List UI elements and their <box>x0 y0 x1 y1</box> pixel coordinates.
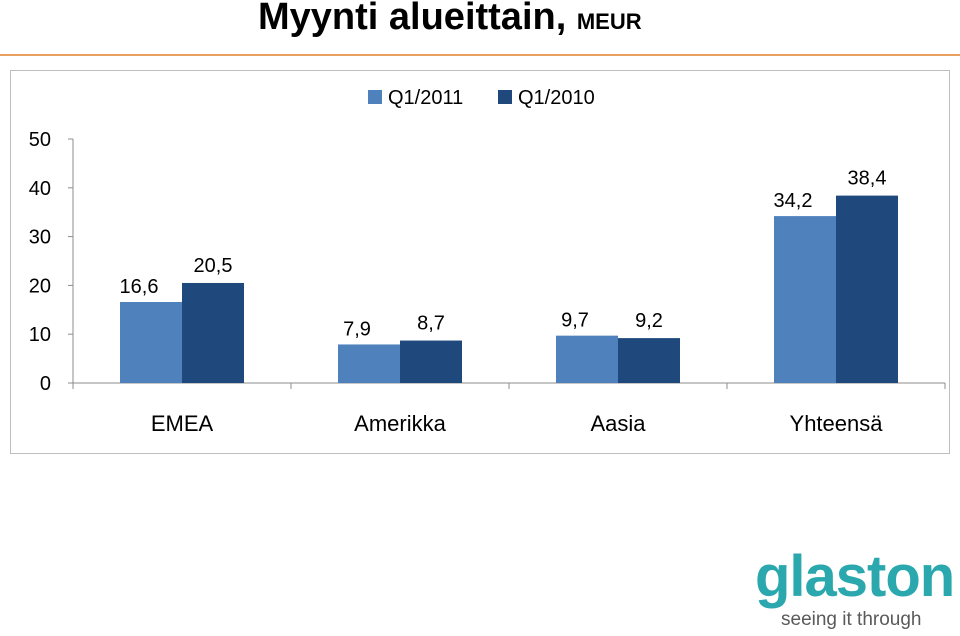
legend-swatch <box>498 90 512 104</box>
chart-frame <box>10 70 950 454</box>
data-label: 34,2 <box>774 190 813 212</box>
data-label: 9,2 <box>635 310 663 332</box>
data-label: 7,9 <box>343 318 371 340</box>
logo-wordmark: glaston <box>755 544 955 609</box>
y-tick-label: 40 <box>29 178 51 200</box>
y-tick-label: 20 <box>29 275 51 297</box>
bar <box>774 216 836 383</box>
data-label: 20,5 <box>194 255 233 277</box>
title-divider <box>0 54 960 56</box>
bar <box>618 338 680 383</box>
logo-tagline: seeing it through <box>781 609 922 630</box>
bar <box>836 195 898 383</box>
x-tick-label: Yhteensä <box>790 411 884 436</box>
x-tick-label: Amerikka <box>354 411 446 436</box>
data-label: 16,6 <box>120 276 159 298</box>
legend-label: Q1/2010 <box>518 87 595 109</box>
legend-swatch <box>368 90 382 104</box>
data-label: 38,4 <box>848 168 887 190</box>
x-tick-label: EMEA <box>151 411 214 436</box>
bar <box>120 301 182 383</box>
bar-chart: 0 10 20 30 40 50 16,6 20,5 EMEA 7,9 8,7 Amerikka 9,7… <box>29 87 946 436</box>
title-main: Myynti alueittain, <box>258 0 567 38</box>
y-tick-label: 10 <box>29 324 51 346</box>
bar <box>338 344 400 383</box>
title-unit: MEUR <box>576 9 642 34</box>
bar <box>182 282 244 383</box>
legend-label: Q1/2011 <box>388 87 463 109</box>
glaston-logo: glaston seeing it through <box>755 544 955 635</box>
bar <box>400 340 462 383</box>
page-title: Myynti alueittain, MEUR <box>258 0 642 39</box>
bar <box>556 335 618 383</box>
y-tick-label: 50 <box>29 129 51 151</box>
x-tick-label: Aasia <box>590 411 646 436</box>
y-tick-label: 0 <box>40 373 51 395</box>
y-tick-label: 30 <box>29 227 51 249</box>
data-label: 8,7 <box>417 313 445 335</box>
data-label: 9,7 <box>561 310 589 332</box>
